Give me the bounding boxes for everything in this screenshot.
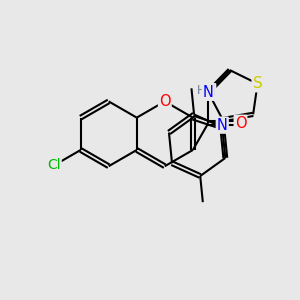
Text: S: S [253, 76, 262, 91]
Text: Cl: Cl [47, 158, 61, 172]
Text: O: O [159, 94, 171, 109]
Text: O: O [235, 116, 246, 131]
Text: N: N [204, 84, 215, 99]
Text: H: H [196, 84, 205, 97]
Text: N: N [217, 118, 228, 133]
Text: N: N [203, 85, 214, 100]
